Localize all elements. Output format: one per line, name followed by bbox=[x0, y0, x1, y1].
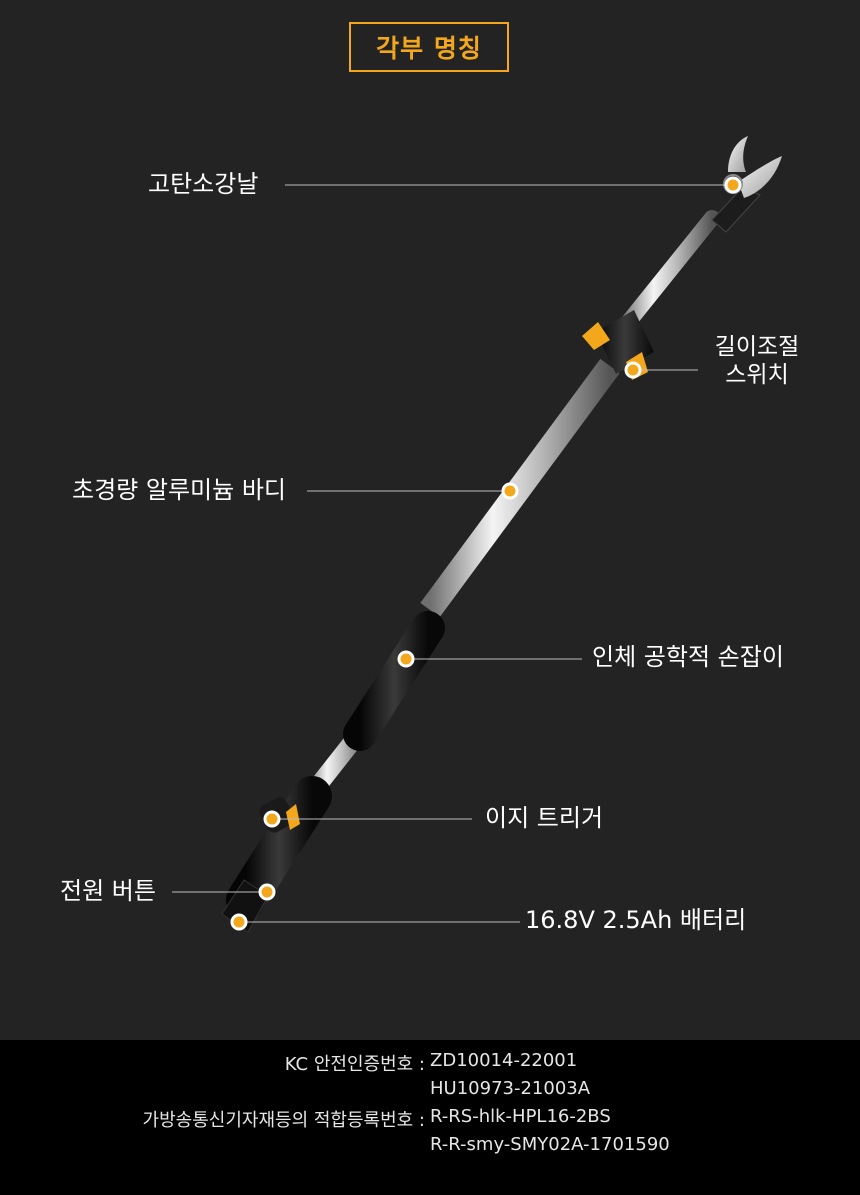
grip-sleeve bbox=[343, 611, 445, 751]
product-diagram bbox=[172, 136, 782, 933]
radio-label: 가방송통신기자재등의 적합등록번호 : bbox=[142, 1110, 425, 1131]
label-battery: 16.8V 2.5Ah 배터리 bbox=[525, 906, 747, 934]
blade-marker bbox=[724, 176, 742, 194]
label-trigger: 이지 트리거 bbox=[485, 804, 604, 832]
power-button-marker bbox=[258, 883, 276, 901]
label-length-switch: 길이조절 스위치 bbox=[707, 334, 807, 389]
blade-head bbox=[711, 136, 782, 233]
label-grip: 인체 공학적 손잡이 bbox=[592, 643, 784, 671]
trigger-marker bbox=[263, 810, 281, 828]
grip-marker bbox=[397, 650, 415, 668]
length-switch-marker bbox=[624, 361, 642, 379]
leader-lines bbox=[172, 184, 733, 923]
label-length-switch-line1: 길이조절 bbox=[714, 334, 800, 360]
kc-label: KC 안전인증번호 : bbox=[284, 1054, 425, 1075]
label-power-button: 전원 버튼 bbox=[60, 877, 156, 905]
body-marker bbox=[501, 482, 519, 500]
label-length-switch-line2: 스위치 bbox=[725, 361, 789, 388]
radio-value-1: R-RS-hlk-HPL16-2BS bbox=[430, 1106, 611, 1127]
label-blade: 고탄소강날 bbox=[148, 170, 259, 198]
kc-value-2: HU10973-21003A bbox=[430, 1078, 591, 1099]
label-body: 초경량 알루미늄 바디 bbox=[72, 476, 286, 504]
marker-dots bbox=[230, 176, 742, 931]
battery-marker bbox=[230, 913, 248, 931]
section-title: 각부 명칭 bbox=[349, 22, 509, 72]
certification-panel: KC 안전인증번호 : ZD10014-22001 HU10973-21003A… bbox=[0, 1040, 860, 1195]
radio-value-2: R-R-smy-SMY02A-1701590 bbox=[430, 1134, 670, 1155]
kc-value-1: ZD10014-22001 bbox=[430, 1050, 578, 1071]
